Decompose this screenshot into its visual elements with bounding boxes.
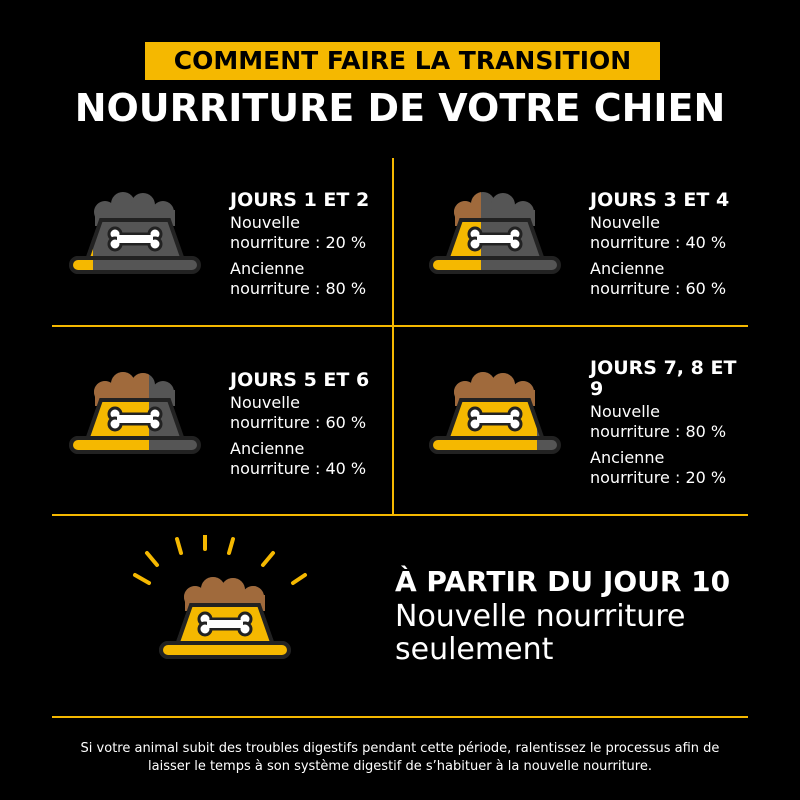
bowl [429, 192, 561, 274]
final-bowl [133, 535, 307, 659]
old-food: Ancienne nourriture : 60 % [590, 259, 727, 298]
old-food: Ancienne nourriture : 20 % [590, 448, 727, 487]
title: NOURRITURE DE VOTRE CHIEN [74, 86, 726, 130]
bowl-icon [69, 372, 201, 454]
panel-title: JOURS 5 ET 6 [230, 369, 370, 391]
bowl-icon [69, 192, 201, 274]
panel-text: JOURS 5 ET 6 Nouvelle nourriture : 60 % … [230, 370, 390, 479]
new-food: Nouvelle nourriture : 80 % [590, 402, 727, 441]
bowl-icon [429, 192, 561, 274]
divider [52, 514, 748, 516]
divider [52, 716, 748, 718]
final-text: Nouvelle nourriture seulement [395, 599, 686, 667]
final-title: À PARTIR DU JOUR 10 [395, 565, 731, 598]
new-food: Nouvelle nourriture : 20 % [230, 213, 367, 252]
panel-text: JOURS 3 ET 4 Nouvelle nourriture : 40 % … [590, 190, 750, 299]
kicker: COMMENT FAIRE LA TRANSITION [145, 42, 660, 80]
bowl [69, 192, 201, 274]
new-food: Nouvelle nourriture : 40 % [590, 213, 727, 252]
bowl [159, 577, 291, 659]
panel-title: JOURS 3 ET 4 [590, 189, 730, 211]
bowl-icon [429, 372, 561, 454]
panel-text: JOURS 7, 8 ET 9 Nouvelle nourriture : 80… [590, 358, 750, 488]
panel-title: JOURS 7, 8 ET 9 [590, 357, 737, 400]
old-food: Ancienne nourriture : 40 % [230, 439, 367, 478]
final-block: À PARTIR DU JOUR 10 Nouvelle nourriture … [395, 565, 730, 666]
old-food: Ancienne nourriture : 80 % [230, 259, 367, 298]
bowl [69, 372, 201, 454]
rays [133, 535, 307, 585]
panel-text: JOURS 1 ET 2 Nouvelle nourriture : 20 % … [230, 190, 390, 299]
panel-title: JOURS 1 ET 2 [230, 189, 370, 211]
divider [392, 158, 394, 515]
divider [52, 325, 748, 327]
bowl [429, 372, 561, 454]
footer: Si votre animal subit des troubles diges… [80, 741, 720, 774]
new-food: Nouvelle nourriture : 60 % [230, 393, 367, 432]
